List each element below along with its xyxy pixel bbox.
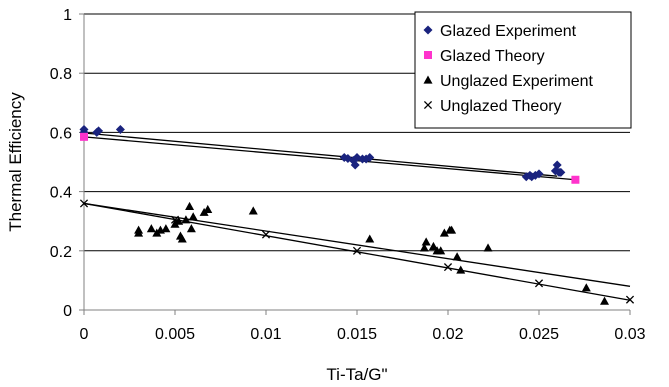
y-axis-label: Thermal Efficiency xyxy=(6,92,25,232)
trendline xyxy=(83,132,558,177)
trendline xyxy=(83,136,576,181)
data-point xyxy=(552,160,562,170)
data-point xyxy=(556,167,566,177)
data-point xyxy=(447,225,457,234)
y-tick-label: 0 xyxy=(63,303,72,320)
data-point xyxy=(203,204,213,213)
data-point xyxy=(421,237,431,246)
data-point xyxy=(80,132,88,141)
legend: Glazed Experiment Glazed Theory Unglazed E… xyxy=(414,11,632,129)
y-tick-label: 0.8 xyxy=(50,66,72,83)
data-point xyxy=(261,230,271,239)
legend-label: Unglazed Experiment xyxy=(440,73,594,90)
legend-label: Unglazed Theory xyxy=(440,98,562,115)
data-point xyxy=(134,228,144,237)
y-tick-label: 1 xyxy=(63,7,72,24)
data-point xyxy=(94,126,104,136)
data-point xyxy=(170,215,180,224)
x-tick-label: 0.02 xyxy=(432,326,463,343)
legend-label: Glazed Experiment xyxy=(440,23,577,40)
y-tick-label: 0.2 xyxy=(50,244,72,261)
data-point xyxy=(600,296,610,305)
data-point xyxy=(483,243,493,252)
data-point xyxy=(571,175,580,184)
data-point xyxy=(248,206,258,215)
data-point xyxy=(452,252,462,261)
data-point xyxy=(581,283,591,292)
x-tick-label: 0.005 xyxy=(155,326,195,343)
legend-marker xyxy=(424,51,432,59)
data-point xyxy=(456,265,466,274)
data-point xyxy=(174,216,184,225)
data-point xyxy=(352,246,362,255)
x-tick-label: 0.01 xyxy=(250,326,281,343)
data-point xyxy=(115,124,125,134)
y-tick-label: 0.6 xyxy=(50,125,72,142)
data-point xyxy=(186,224,196,233)
x-axis-label: Ti-Ta/G" xyxy=(326,365,387,384)
data-point xyxy=(177,234,187,243)
data-point xyxy=(534,169,544,179)
trendline xyxy=(83,202,631,287)
data-point xyxy=(185,201,195,210)
x-ticks: 0 0.005 0.01 0.015 0.02 0.025 0.03 xyxy=(80,310,646,343)
data-point xyxy=(146,224,156,233)
data-point xyxy=(350,160,360,170)
data-point xyxy=(79,199,89,208)
data-point xyxy=(534,279,544,288)
x-tick-label: 0.03 xyxy=(614,326,645,343)
x-tick-label: 0.015 xyxy=(337,326,377,343)
data-point xyxy=(365,234,375,243)
data-points xyxy=(79,124,635,305)
data-point xyxy=(625,295,635,304)
data-point xyxy=(419,243,429,252)
data-point xyxy=(439,228,449,237)
y-ticks: 0 0.2 0.4 0.6 0.8 1 xyxy=(50,7,84,320)
data-point xyxy=(436,246,446,255)
legend-marker xyxy=(423,25,433,35)
data-point xyxy=(428,241,438,250)
data-point xyxy=(365,153,375,163)
data-point xyxy=(188,212,198,221)
data-point xyxy=(161,224,171,233)
grid xyxy=(84,13,630,252)
x-tick-label: 0.025 xyxy=(519,326,559,343)
legend-label: Glazed Theory xyxy=(440,48,545,65)
x-tick-label: 0 xyxy=(80,326,89,343)
data-point xyxy=(443,263,453,272)
legend-marker xyxy=(423,75,433,84)
legend-box xyxy=(414,11,632,129)
y-tick-label: 0.4 xyxy=(50,185,72,202)
data-point xyxy=(181,215,191,224)
legend-marker xyxy=(423,100,433,110)
